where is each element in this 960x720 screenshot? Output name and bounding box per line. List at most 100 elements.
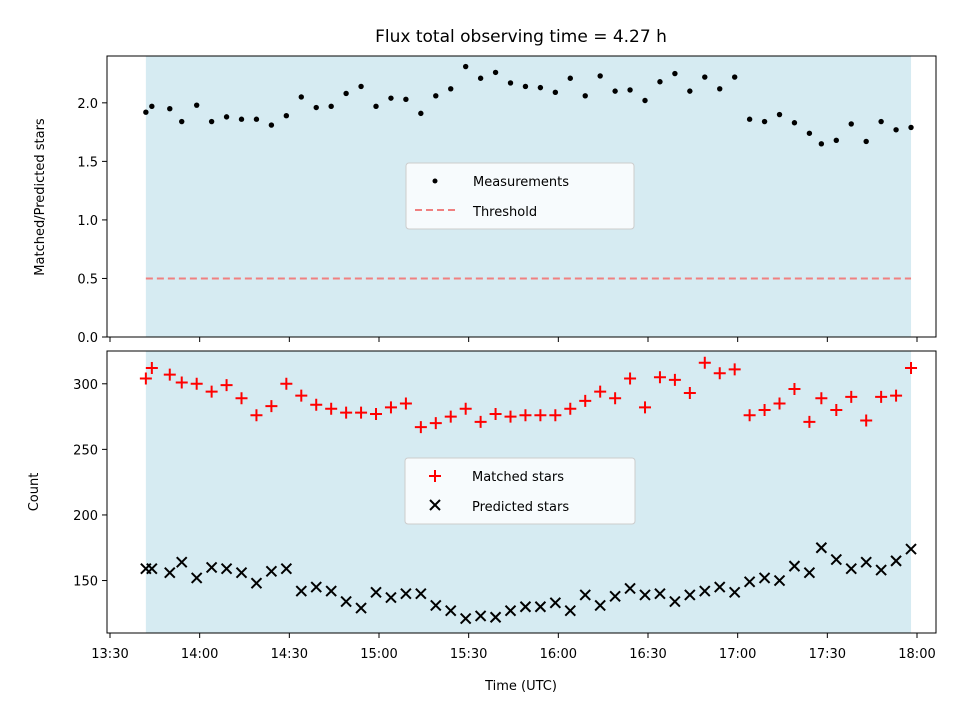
measurement-point (582, 93, 588, 99)
predicted-star-point (830, 553, 843, 566)
top-y-tick-label: 2.0 (77, 97, 98, 112)
x-tick-label: 17:30 (809, 647, 846, 662)
legend-matched-label: Matched stars (472, 470, 564, 485)
x-tick-label: 18:00 (898, 647, 935, 662)
predicted-star-point (803, 566, 816, 579)
matched-star-point (609, 392, 622, 405)
predicted-star-point (669, 595, 681, 608)
matched-star-point (355, 406, 368, 419)
measurement-point (313, 104, 319, 111)
measurement-point (552, 89, 559, 95)
measurement-point (627, 87, 633, 93)
predicted-star-point (310, 581, 322, 593)
matched-star-point (683, 386, 696, 399)
measurement-point (776, 111, 783, 118)
bottom-y-tick-label: 250 (73, 443, 98, 458)
x-tick-label: 15:30 (450, 647, 487, 662)
predicted-star-point (743, 576, 756, 588)
measurement-point (642, 97, 648, 104)
x-tick-label: 13:30 (91, 647, 128, 662)
predicted-star-point (489, 611, 502, 623)
legend-threshold-label: Threshold (472, 205, 537, 220)
bottom-y-tick-label: 300 (73, 378, 98, 393)
predicted-star-point (860, 556, 872, 568)
measurement-point (283, 113, 290, 119)
bottom-x-axis: 13:30 14:00 14:30 15:00 15:30 16:00 16:30 17:00… (91, 633, 936, 662)
matched-star-point (139, 372, 152, 385)
matched-star-point (875, 390, 888, 403)
predicted-star-point (519, 601, 532, 613)
matched-star-point (310, 398, 323, 411)
bottom-axes-frame (106, 350, 937, 634)
legend-predicted-marker (429, 499, 441, 511)
x-tick-label: 14:30 (271, 647, 308, 662)
predicted-star-point (190, 572, 203, 584)
matched-star-point (549, 409, 562, 422)
predicted-star-point (164, 566, 176, 579)
top-legend: Measurements Threshold (405, 162, 635, 230)
measurement-point (717, 86, 723, 92)
x-tick-label: 14:00 (181, 647, 218, 662)
measurement-point (418, 110, 424, 117)
matched-star-point (280, 377, 293, 390)
measurement-point (143, 109, 149, 115)
matched-star-point (399, 397, 412, 410)
matched-star-point (190, 377, 203, 390)
measurement-point (179, 118, 185, 125)
matched-star-point (743, 409, 756, 422)
predicted-star-point (355, 602, 367, 614)
top-x-ticks (109, 337, 918, 342)
predicted-star-point (788, 560, 801, 572)
measurement-point (731, 74, 738, 80)
matched-star-point (459, 402, 472, 415)
measurement-point (687, 88, 693, 94)
matched-star-point (890, 389, 903, 402)
measurement-point (806, 130, 813, 136)
predicted-star-point (890, 555, 902, 567)
predicted-star-point (235, 566, 248, 579)
matched-star-point (564, 402, 577, 415)
predicted-stars-series (140, 542, 917, 625)
measurement-point (597, 73, 603, 79)
matched-star-point (624, 372, 637, 385)
predicted-star-point (549, 597, 562, 609)
top-y-tick-label: 0.5 (77, 272, 98, 287)
measurement-point (818, 141, 825, 147)
matched-star-point (429, 417, 442, 430)
matched-star-point (489, 407, 502, 420)
x-tick-label: 16:00 (540, 647, 577, 662)
bottom-legend: Matched stars Predicted stars (404, 457, 636, 525)
matched-star-point (250, 409, 263, 422)
measurement-point (477, 75, 484, 81)
measurement-point (657, 79, 663, 85)
measurement-point (878, 118, 884, 125)
x-tick-label: 16:30 (629, 647, 666, 662)
matched-star-point (163, 368, 176, 381)
measurement-point (388, 95, 394, 101)
measurement-point (761, 118, 768, 125)
matched-star-point (414, 421, 427, 434)
measurement-point (492, 69, 499, 76)
matched-star-point (788, 383, 801, 396)
predicted-star-point (295, 585, 307, 597)
predicted-star-point (534, 601, 547, 613)
predicted-star-point (220, 563, 233, 575)
top-y-tick-label: 1.5 (77, 155, 98, 170)
measurement-point (612, 88, 618, 94)
predicted-star-point (400, 587, 412, 600)
matched-star-point (668, 373, 681, 386)
measurement-point (149, 103, 155, 110)
measurement-point (833, 137, 839, 143)
matched-star-point (340, 406, 353, 419)
x-axis-label: Time (UTC) (484, 679, 557, 694)
predicted-star-point (609, 590, 621, 602)
predicted-star-point (905, 543, 917, 555)
measurement-point (848, 121, 854, 127)
measurement-point (328, 103, 334, 110)
predicted-star-point (579, 589, 591, 601)
matched-star-point (220, 379, 233, 392)
measurement-point (462, 63, 469, 70)
bottom-legend-box (404, 457, 636, 525)
predicted-star-point (176, 556, 188, 568)
